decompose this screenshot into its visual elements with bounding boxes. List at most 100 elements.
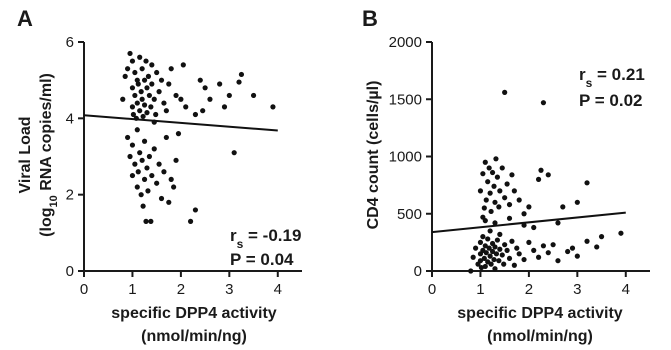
panel-a-data-point [151,119,157,125]
panel-b-y-tick-label-4: 2000 [389,34,422,51]
panel-b-data-point [531,224,537,231]
panel-a-data-point [168,176,174,182]
panel-a-data-point [135,169,141,175]
panel-a-data-point [138,89,144,95]
panel-b-data-point [489,248,496,255]
panel-b-data-point [492,220,498,226]
panel-b-x-tick-label-4: 4 [622,281,630,298]
panel-b-data-point [482,159,488,165]
panel-b-data-point [496,204,502,210]
panel-b-data-point [526,204,532,210]
panel-b-x-tick-label-2: 2 [525,281,533,298]
panel-b-data-point [531,247,537,253]
panel-b-data-point [509,238,515,244]
panel-b-data-point [521,222,527,228]
panel-b-data-point [502,242,508,248]
panel-a-data-point [127,153,133,160]
panel-a-data-point [158,195,165,202]
panel-a-data-point [129,85,136,91]
panel-b-data-point [483,250,489,256]
panel-a-data-point [133,115,139,121]
panel-b: B CD4 count (cells/µl) 0 1 2 3 4 0 500 1000 1500… [362,6,650,345]
panel-a-data-point [149,62,155,68]
panel-b-data-point [521,211,527,217]
panel-a-data-point [187,218,194,224]
panel-b-data-point [545,172,551,178]
panel-b-data-point [555,258,561,264]
panel-a-data-point [130,111,137,118]
panel-a-data-point [221,104,228,110]
panel-b-data-point [540,243,547,249]
panel-b-data-point [489,169,496,176]
panel-a-ticks: 0 1 2 3 4 0 2 4 6 [66,34,282,298]
panel-b-data-point [550,242,556,248]
panel-a-data-point [236,79,242,85]
panel-a-y-axis-label-subscript: 10 [48,195,60,207]
panel-b-r-label: r [579,65,586,84]
panel-b-data-point [618,230,624,236]
panel-letter-b: B [362,6,378,31]
panel-a-data-point [135,81,141,87]
panel-a-data-point [144,110,150,116]
panel-b-data-point [535,254,542,260]
panel-a-correlation: rs = -0.19 [230,226,301,251]
panel-b-data-point [488,208,494,215]
panel-b-data-point [506,255,513,262]
panel-b-data-point [511,188,517,194]
panel-a-data-point [125,134,131,141]
panel-b-data-point [491,183,497,189]
panel-a-data-point [168,66,174,72]
panel-b-data-point [492,199,498,205]
panel-a-data-point [163,108,169,114]
panel-b-data-point [494,237,500,243]
panel-a-data-point [151,96,157,102]
panel-a-data-point [122,73,128,79]
panel-b-data-point [483,197,489,203]
panel-a-data-point [192,111,199,118]
panel-a-data-point [161,100,167,106]
panel-a-data-point [120,96,126,102]
panel-b-fit-line [431,211,626,234]
panel-b-data-point [545,250,551,256]
panel-a-data-point [129,172,136,179]
panel-b-data-point [594,244,600,250]
panel-a-data-point [145,73,152,79]
panel-b-data-point [584,238,590,244]
panel-b-x-tick-label-1: 1 [476,281,484,298]
panel-a-data-point [166,199,172,205]
panel-a-data-point [137,54,143,60]
panel-b-data-point [485,179,491,185]
panel-b-data-point [574,199,580,205]
panel-a-data-point [173,157,179,163]
panel-b-data-point [487,253,493,259]
panel-b-data-point [486,165,492,171]
panel-a-data-point [132,69,138,76]
panel-b-points [468,89,624,274]
panel-a-data-point [166,81,172,87]
panel-b-data-point [516,251,522,257]
panel-a-data-point [146,153,152,160]
panel-a-data-point [148,104,154,110]
panel-a-data-point [161,169,167,175]
panel-a-data-point [178,96,184,102]
panel-b-data-point [468,268,474,274]
panel-b-ticks: 0 1 2 3 4 0 500 1000 1500 2000 [389,34,630,298]
panel-b-data-point [494,174,500,180]
panel-b-data-point [482,263,488,270]
panel-a-data-point [144,165,150,171]
panel-b-data-point [499,252,505,258]
panel-b-data-point [569,245,576,251]
panel-b-data-point [497,231,503,237]
panel-b-data-point [493,251,500,257]
panel-b-data-point [492,244,498,250]
panel-a-data-point [141,102,148,108]
panel-a-points [120,50,276,224]
panel-a-data-point [141,176,148,182]
panel-b-data-point [538,167,544,173]
panel-a-data-point [129,142,136,148]
panel-a-data-point [143,58,149,64]
panel-b-data-point [504,181,510,187]
panel-a-data-point [139,157,145,163]
panel-a-data-point [217,81,223,87]
panel-a-data-point [192,207,199,213]
